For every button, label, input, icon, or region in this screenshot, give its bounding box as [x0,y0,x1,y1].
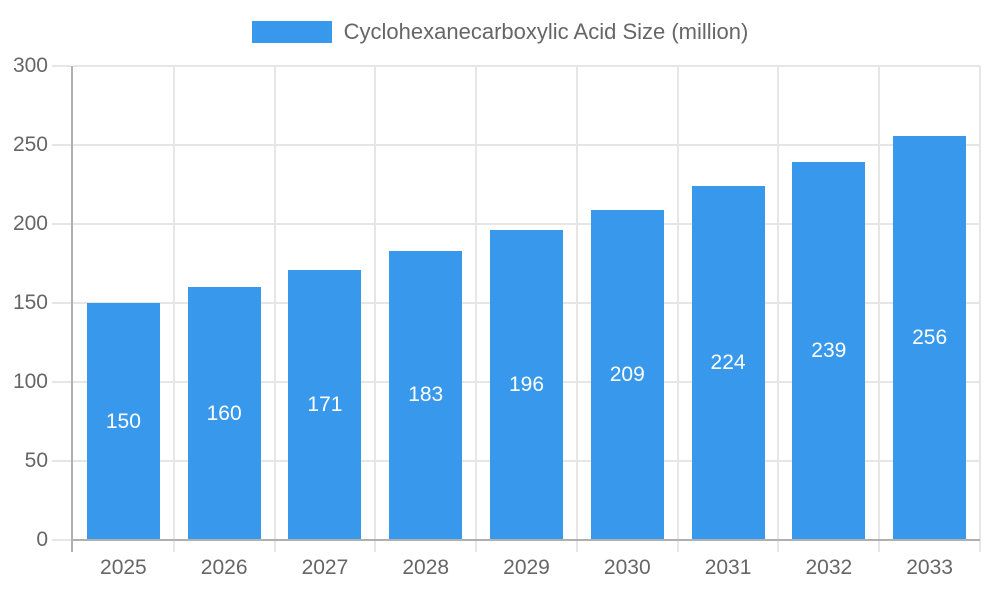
bar-2033[interactable] [893,135,967,539]
x-axis-label: 2032 [805,556,853,579]
bar-2031[interactable] [691,186,765,539]
bar-2032[interactable] [792,162,866,539]
x-axis-label: 2026 [200,556,248,579]
legend-swatch [251,21,332,43]
x-axis-label: 2027 [301,556,349,579]
y-axis-line [71,66,73,552]
bar-value-label: 171 [307,392,343,416]
y-axis-tick [52,144,71,146]
bar-value-label: 239 [811,339,847,363]
bar-2030[interactable] [590,209,664,539]
bar-value-label: 209 [609,362,645,386]
x-axis-label: 2025 [100,556,147,579]
x-axis-tick [676,540,679,552]
gridline-vertical [475,66,478,540]
gridline-vertical [676,66,679,540]
bar-value-label: 196 [508,373,545,397]
legend-label: Cyclohexanecarboxylic Acid Size (million… [343,19,749,44]
gridline-vertical [979,66,981,540]
bar-2029[interactable] [490,230,563,539]
x-axis-label: 2029 [503,556,550,579]
x-axis-tick [777,540,780,552]
y-axis-label: 50 [24,449,48,472]
y-axis-tick [52,460,71,462]
y-axis-label: 0 [36,528,48,551]
legend[interactable]: Cyclohexanecarboxylic Acid Size (million… [0,14,1000,50]
bar-2028[interactable] [389,250,463,539]
x-axis-label: 2028 [402,556,450,579]
bar-2026[interactable] [187,287,261,539]
x-axis-tick [979,540,981,552]
bar-value-label: 224 [710,351,746,375]
x-axis-label: 2033 [906,556,953,579]
gridline-vertical [374,66,377,540]
gridline-vertical [777,66,780,540]
gridline-horizontal [73,223,980,225]
y-axis-tick [52,381,71,383]
x-axis-tick [878,540,881,552]
x-axis-line [71,539,980,541]
gridline-horizontal [73,144,980,146]
y-axis-tick [52,223,71,225]
bar-value-label: 256 [912,325,948,349]
y-axis-tick [52,65,71,67]
y-axis-label: 200 [12,212,48,235]
x-axis-tick [374,540,377,552]
gridline-vertical [172,66,175,540]
x-axis-label: 2030 [603,556,651,579]
bar-value-label: 183 [408,383,444,407]
y-axis-label: 150 [12,291,48,314]
x-axis-tick [575,540,578,552]
x-axis-label: 2031 [704,556,752,579]
gridline-horizontal [73,65,980,67]
bar-2027[interactable] [288,269,362,539]
y-axis-label: 250 [12,133,48,156]
x-axis-tick [273,540,276,552]
bar-value-label: 160 [206,401,242,425]
x-axis-tick [475,540,478,552]
y-axis-label: 100 [12,370,48,393]
bar-value-label: 150 [105,409,141,433]
x-axis-tick [172,540,175,552]
gridline-vertical [273,66,276,540]
y-axis-label: 300 [12,54,48,77]
y-axis-tick [52,302,71,304]
y-axis-tick [52,539,71,541]
gridline-vertical [575,66,578,540]
bar-2025[interactable] [86,303,160,539]
gridline-vertical [878,66,881,540]
